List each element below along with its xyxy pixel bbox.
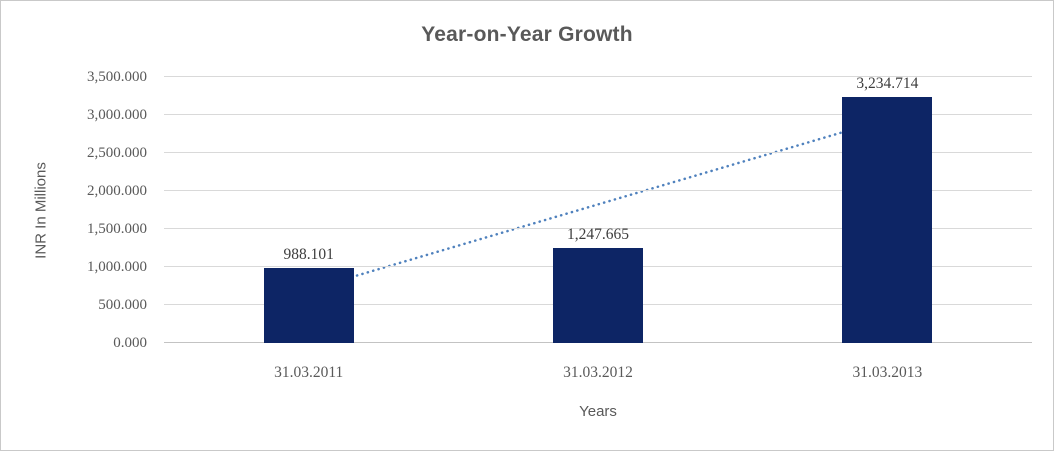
x-tick-label: 31.03.2013 [852,364,923,381]
x-axis-title: Years [579,403,617,420]
gridline [164,76,1032,77]
x-tick-label: 31.03.2012 [563,364,633,381]
data-label: 3,234.714 [856,75,919,93]
y-tick-label: 2,500.000 [87,145,147,161]
trendline [307,117,889,292]
plot-area: 988.101 1,247.665 3,234.714 [164,75,1032,343]
y-tick-label: 500.000 [98,297,147,313]
y-tick-label: 1,000.000 [87,259,147,275]
bar-31.03.2013 [842,97,933,343]
y-tick-label: 2,000.000 [87,183,147,199]
bar-31.03.2012 [553,248,643,343]
y-tick-label: 3,000.000 [87,107,147,123]
x-tick-label: 31.03.2011 [274,364,344,381]
data-label: 1,247.665 [567,226,629,244]
data-label: 988.101 [283,245,334,263]
gridline [164,152,1032,153]
chart-title: Year-on-Year Growth [421,23,633,46]
gridline [164,190,1032,191]
gridline [164,114,1032,115]
y-tick-label: 3,500.000 [87,69,147,85]
y-tick-label: 0.000 [113,335,147,351]
gridline [164,228,1032,229]
y-tick-label: 1,500.000 [87,221,147,237]
bar-31.03.2011 [263,267,354,343]
